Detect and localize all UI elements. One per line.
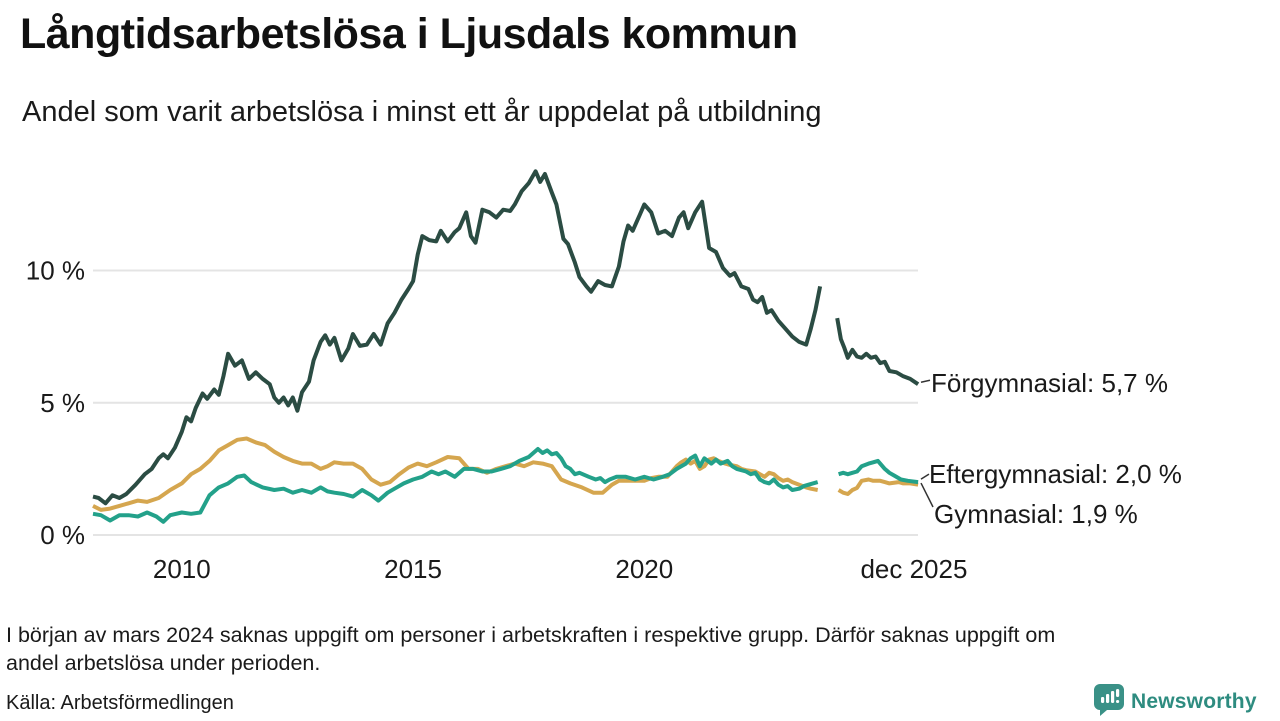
x-axis-tick-label: 2020 bbox=[615, 554, 673, 584]
label-connector-line bbox=[920, 379, 931, 383]
series-label-eftergymnasial: Eftergymnasial: 2,0 % bbox=[929, 459, 1182, 489]
series-line-forgymnasial bbox=[835, 317, 920, 386]
series-label-forgymnasial: Förgymnasial: 5,7 % bbox=[931, 368, 1168, 398]
x-axis-tick-label: 2015 bbox=[384, 554, 442, 584]
footnote-line2: andel arbetslösa under perioden. bbox=[6, 651, 321, 675]
series-label-gymnasial: Gymnasial: 1,9 % bbox=[934, 499, 1138, 529]
x-axis-tick-label: 2010 bbox=[153, 554, 211, 584]
series-line-forgymnasial bbox=[92, 169, 823, 506]
series-line-eftergymnasial bbox=[92, 447, 819, 524]
y-axis-tick-label: 0 % bbox=[40, 520, 85, 550]
x-axis-tick-label: dec 2025 bbox=[860, 554, 967, 584]
page-subtitle: Andel som varit arbetslösa i minst ett å… bbox=[22, 96, 822, 128]
newsworthy-logo: Newsworthy bbox=[1093, 683, 1257, 721]
y-axis-tick-label: 5 % bbox=[40, 388, 85, 418]
footnote-line1: I början av mars 2024 saknas uppgift om … bbox=[6, 623, 1056, 647]
source-credit: Källa: Arbetsförmedlingen bbox=[6, 692, 234, 714]
label-connector-line bbox=[920, 473, 930, 480]
label-connector-line bbox=[920, 482, 934, 508]
series-line-eftergymnasial bbox=[838, 458, 919, 485]
chart-footnote: I början av mars 2024 saknas uppgift om … bbox=[6, 621, 1246, 677]
newsworthy-wordmark: Newsworthy bbox=[1131, 690, 1257, 713]
series-line-gymnasial bbox=[837, 477, 919, 496]
newsworthy-pin-icon bbox=[1093, 683, 1124, 721]
y-axis-tick-label: 10 % bbox=[26, 256, 85, 286]
page-title: Långtidsarbetslösa i Ljusdals kommun bbox=[20, 10, 798, 58]
